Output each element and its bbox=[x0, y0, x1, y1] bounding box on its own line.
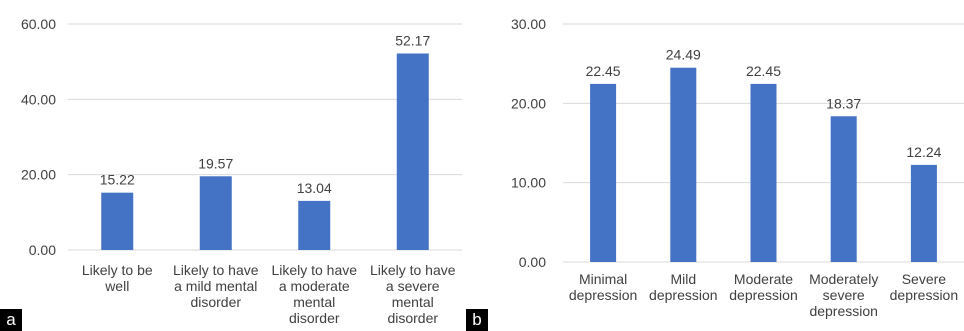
x-tick-label-line: Likely to be bbox=[82, 262, 153, 278]
x-tick-label-line: Moderately bbox=[809, 271, 878, 287]
x-tick-label: Mild depression bbox=[649, 271, 718, 303]
data-label: 18.37 bbox=[826, 95, 861, 111]
x-tick-label-line: depression bbox=[809, 303, 878, 319]
y-tick-label: 20.00 bbox=[511, 95, 546, 111]
bar bbox=[910, 164, 937, 262]
x-tick-label-line: Moderate bbox=[734, 271, 793, 287]
x-tick-label-line: disorder bbox=[289, 310, 340, 326]
data-label: 12.24 bbox=[906, 144, 941, 160]
bar bbox=[101, 192, 134, 250]
chart-panel-b: 0.00 10.00 20.00 30.00 22.45 Minimal depressio… bbox=[466, 0, 964, 331]
y-tick-label: 60.00 bbox=[21, 16, 56, 32]
x-tick-label-line: depression bbox=[729, 287, 798, 303]
x-tick-label-line: depression bbox=[890, 287, 959, 303]
data-label: 52.17 bbox=[395, 32, 430, 48]
x-tick-label-line: depression bbox=[569, 287, 638, 303]
data-label: 22.45 bbox=[586, 63, 621, 79]
x-tick-label: Likely to be well bbox=[82, 262, 153, 294]
x-tick-label-line: a moderate bbox=[279, 278, 350, 294]
chart-panel-a: 0.00 20.00 40.00 60.00 15.22 Likely to be well… bbox=[0, 0, 462, 331]
bar bbox=[670, 67, 697, 262]
bar bbox=[396, 53, 429, 251]
x-tick-label-line: Likely to have bbox=[173, 262, 259, 278]
y-tick-label: 40.00 bbox=[21, 91, 56, 107]
bar-chart-a: 0.00 20.00 40.00 60.00 15.22 Likely to be well… bbox=[21, 16, 462, 326]
y-tick-label: 20.00 bbox=[21, 167, 56, 183]
data-label: 19.57 bbox=[198, 155, 233, 171]
x-tick-label: Likely to have a moderate mental disorder bbox=[271, 262, 357, 326]
x-tick-label: Likely to have a mild mental disorder bbox=[173, 262, 259, 310]
x-tick-label: Minimal depression bbox=[569, 271, 638, 303]
x-tick-label-line: mental bbox=[293, 294, 335, 310]
x-tick-label-line: Minimal bbox=[579, 271, 627, 287]
panel-label-b: b bbox=[466, 309, 488, 331]
data-label: 22.45 bbox=[746, 63, 781, 79]
bar bbox=[750, 83, 777, 262]
x-tick-label-line: Severe bbox=[902, 271, 947, 287]
y-tick-label: 0.00 bbox=[519, 254, 546, 270]
x-tick-label-line: well bbox=[104, 278, 129, 294]
x-tick-label-line: a mild mental bbox=[174, 278, 257, 294]
x-tick-label-line: a severe bbox=[386, 278, 440, 294]
bar bbox=[298, 200, 331, 250]
x-tick-label-line: disorder bbox=[387, 310, 438, 326]
x-tick-label-line: disorder bbox=[190, 294, 241, 310]
x-tick-label-line: mental bbox=[392, 294, 434, 310]
panel-divider bbox=[462, 0, 466, 331]
bar bbox=[199, 176, 232, 250]
x-tick-label: Moderately severe depression bbox=[809, 271, 878, 319]
x-tick-label-line: depression bbox=[649, 287, 718, 303]
x-tick-label: Moderate depression bbox=[729, 271, 798, 303]
data-label: 13.04 bbox=[297, 180, 332, 196]
data-label: 24.49 bbox=[666, 47, 701, 63]
data-label: 15.22 bbox=[100, 172, 135, 188]
bar bbox=[830, 116, 857, 262]
bar bbox=[590, 83, 617, 262]
panel-label-a: a bbox=[0, 309, 22, 331]
y-tick-label: 0.00 bbox=[29, 242, 56, 258]
x-tick-label-line: Likely to have bbox=[370, 262, 456, 278]
y-tick-label: 30.00 bbox=[511, 16, 546, 32]
x-tick-label-line: severe bbox=[823, 287, 865, 303]
x-tick-label-line: Mild bbox=[670, 271, 696, 287]
y-tick-label: 10.00 bbox=[511, 175, 546, 191]
x-tick-label-line: Likely to have bbox=[271, 262, 357, 278]
x-tick-label: Likely to have a severe mental disorder bbox=[370, 262, 456, 326]
x-tick-label: Severe depression bbox=[890, 271, 959, 303]
